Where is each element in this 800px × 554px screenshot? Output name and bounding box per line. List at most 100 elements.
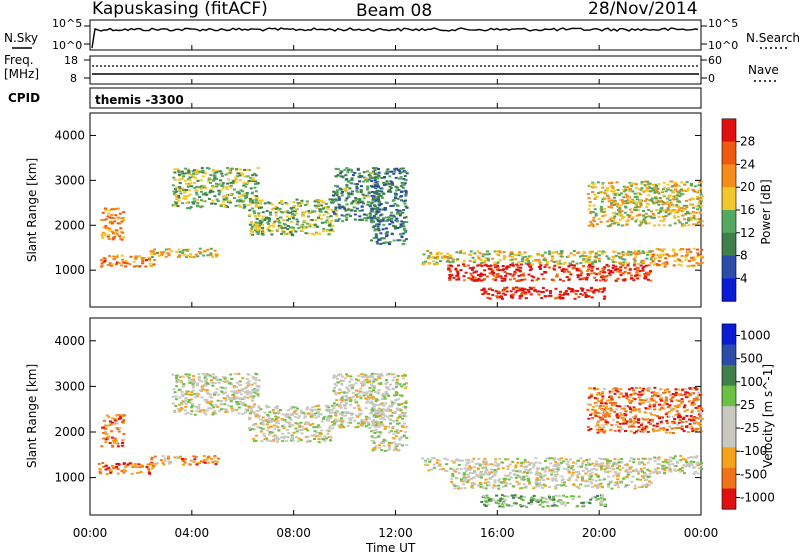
range-time-cell — [624, 266, 627, 269]
range-time-cell — [558, 297, 562, 300]
range-time-cell — [509, 290, 513, 293]
range-time-cell — [646, 278, 650, 281]
range-time-cell — [486, 296, 490, 299]
range-time-cell — [620, 199, 624, 202]
range-time-cell — [581, 477, 585, 480]
range-time-cell — [589, 498, 593, 501]
range-time-cell — [115, 422, 119, 425]
range-time-cell — [213, 172, 217, 175]
range-time-cell — [638, 274, 642, 277]
range-time-cell — [383, 395, 387, 398]
range-time-cell — [313, 210, 317, 213]
range-time-cell — [322, 438, 326, 441]
range-time-cell — [622, 189, 626, 192]
range-time-cell — [115, 427, 119, 430]
range-time-cell — [657, 224, 661, 227]
range-time-cell — [226, 206, 229, 209]
range-time-cell — [348, 193, 351, 196]
range-time-cell — [398, 214, 402, 217]
range-time-cell — [476, 484, 480, 487]
range-time-cell — [657, 260, 661, 262]
range-time-cell — [381, 228, 385, 231]
range-time-cell — [569, 252, 573, 255]
range-time-cell — [566, 501, 570, 504]
range-time-cell — [203, 459, 206, 461]
range-time-cell — [391, 401, 395, 404]
range-time-cell — [303, 211, 307, 214]
range-time-cell — [280, 436, 284, 439]
range-time-cell — [501, 265, 505, 267]
range-time-cell — [171, 184, 175, 187]
range-time-cell — [507, 478, 511, 481]
range-time-cell — [122, 219, 126, 222]
range-time-cell — [655, 209, 659, 211]
range-time-cell — [676, 200, 680, 203]
range-time-cell — [496, 296, 499, 299]
range-time-cell — [521, 499, 525, 502]
range-time-cell — [380, 176, 384, 179]
range-time-cell — [209, 253, 213, 256]
range-time-cell — [175, 374, 179, 377]
range-time-cell — [103, 259, 107, 262]
range-time-cell — [176, 255, 180, 258]
range-time-cell — [345, 391, 349, 394]
range-time-cell — [614, 254, 618, 257]
range-time-cell — [150, 253, 154, 255]
range-time-cell — [267, 419, 271, 422]
range-time-cell — [198, 247, 202, 250]
range-time-cell — [450, 480, 454, 483]
range-time-cell — [698, 262, 702, 265]
range-time-cell — [636, 192, 640, 195]
range-time-cell — [372, 217, 376, 220]
range-time-cell — [184, 393, 188, 396]
range-time-cell — [290, 405, 294, 408]
range-time-cell — [347, 396, 351, 399]
range-time-cell — [495, 295, 499, 298]
range-time-cell — [472, 261, 476, 264]
range-time-cell — [257, 416, 261, 419]
range-time-cell — [381, 208, 385, 211]
range-time-cell — [186, 254, 189, 257]
range-time-cell — [606, 458, 609, 461]
range-time-cell — [584, 296, 588, 298]
range-time-cell — [700, 261, 704, 264]
range-time-cell — [317, 415, 320, 418]
range-time-cell — [380, 409, 384, 412]
range-time-cell — [371, 185, 375, 188]
range-time-cell — [354, 426, 358, 429]
range-time-cell — [462, 476, 466, 479]
range-time-cell — [140, 464, 144, 467]
range-time-cell — [449, 256, 453, 259]
range-time-cell — [111, 445, 115, 448]
range-time-cell — [304, 210, 308, 213]
range-time-cell — [648, 199, 652, 202]
range-time-cell — [377, 411, 381, 414]
range-time-cell — [101, 236, 105, 239]
range-time-cell — [108, 229, 112, 232]
range-time-cell — [258, 226, 261, 229]
range-time-cell — [543, 497, 547, 500]
range-time-cell — [178, 173, 181, 176]
range-time-cell — [335, 409, 339, 412]
range-time-cell — [315, 232, 319, 235]
range-time-cell — [302, 214, 306, 217]
range-time-cell — [119, 230, 123, 233]
range-time-cell — [364, 397, 368, 400]
range-time-cell — [358, 176, 362, 179]
range-time-cell — [349, 215, 352, 218]
range-time-cell — [622, 216, 625, 218]
range-time-cell — [502, 292, 505, 295]
range-time-cell — [506, 495, 510, 498]
range-time-cell — [382, 438, 386, 441]
range-time-cell — [633, 487, 637, 490]
range-time-cell — [649, 256, 653, 259]
range-time-cell — [400, 374, 404, 377]
range-time-cell — [254, 201, 258, 204]
range-time-cell — [603, 505, 607, 508]
range-time-cell — [273, 412, 277, 415]
range-time-cell — [344, 402, 348, 405]
range-time-cell — [210, 379, 213, 382]
range-time-cell — [672, 195, 676, 198]
range-time-cell — [600, 252, 604, 255]
range-time-cell — [259, 422, 263, 425]
